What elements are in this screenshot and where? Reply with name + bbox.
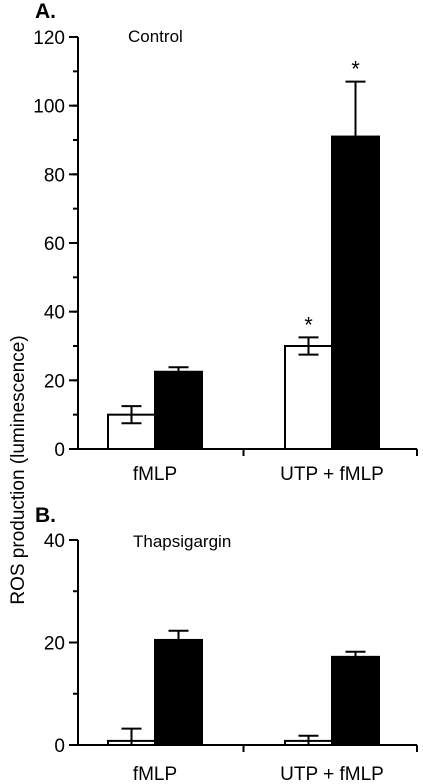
bar: [154, 370, 203, 450]
x-category-label: UTP + fMLP: [280, 764, 384, 784]
panel-label: B.: [35, 504, 56, 527]
chart-panel-b: B. Thapsigargin 0 20 40 fMLP UTP + fMLP: [35, 504, 418, 784]
chart-title: Control: [128, 27, 183, 46]
y-tick-label: 40: [44, 531, 65, 552]
x-category-label: fMLP: [133, 464, 177, 485]
bar: [284, 345, 333, 450]
y-tick-label: 0: [54, 736, 65, 757]
chart-panel-a: A. Control 0 20 40 60 80 100 120 fMLP UTP + fMLP * *: [33, 0, 418, 485]
y-axis-label: ROS production (luminescence): [8, 335, 29, 604]
y-tick-label: 0: [54, 440, 65, 461]
x-category-label: fMLP: [133, 764, 177, 784]
y-tick-label: 120: [33, 28, 65, 49]
chart-title: Thapsigargin: [133, 532, 231, 551]
x-category-label: UTP + fMLP: [280, 464, 384, 485]
y-tick-label: 20: [44, 371, 65, 392]
bar: [154, 638, 203, 746]
panel-label: A.: [35, 0, 56, 23]
significance-star: *: [351, 57, 360, 82]
y-tick-label: 80: [44, 165, 65, 186]
bar: [331, 655, 380, 746]
y-tick-label: 40: [44, 303, 65, 324]
y-tick-label: 60: [44, 234, 65, 255]
y-tick-label: 100: [33, 97, 65, 118]
significance-star: *: [304, 312, 313, 337]
y-tick-label: 20: [44, 634, 65, 655]
